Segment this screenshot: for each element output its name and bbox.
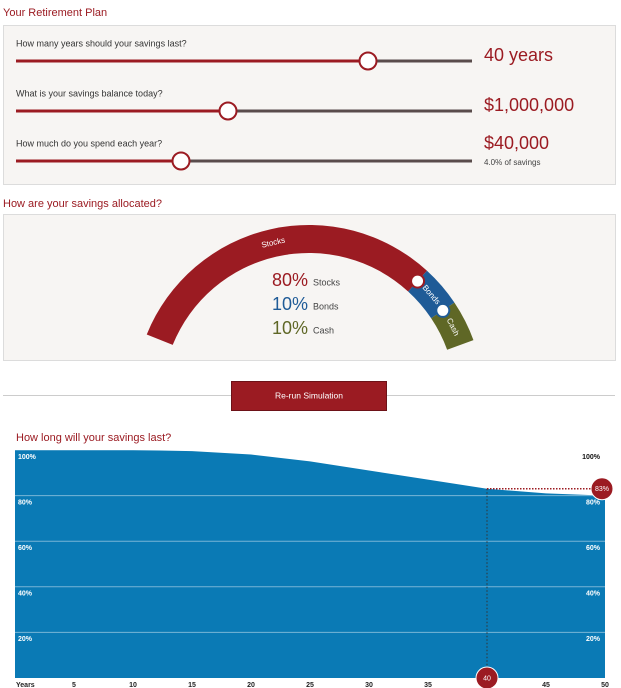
y-tick-label: 80% bbox=[586, 499, 601, 506]
x-tick-label: Years bbox=[16, 682, 35, 688]
plan-panel bbox=[3, 25, 616, 185]
allocation-percent: 10% bbox=[272, 318, 308, 338]
x-tick-label: 15 bbox=[188, 682, 196, 688]
highlight-x-label: 40 bbox=[483, 675, 491, 682]
y-tick-label: 80% bbox=[18, 499, 33, 506]
allocation-percent: 80% bbox=[272, 270, 308, 290]
gauge-segment bbox=[146, 224, 428, 345]
allocation-name: Bonds bbox=[313, 301, 339, 311]
slider-knob[interactable] bbox=[171, 151, 191, 171]
highlight-y-marker bbox=[590, 477, 614, 501]
y-tick-label: 20% bbox=[18, 636, 33, 643]
y-tick-label: 20% bbox=[586, 636, 601, 643]
rerun-button[interactable] bbox=[231, 381, 387, 411]
x-tick-label: 20 bbox=[247, 682, 255, 688]
allocation-name: Cash bbox=[313, 325, 334, 335]
slider-value: $1,000,000 bbox=[484, 95, 574, 115]
slider-question: How much do you spend each year? bbox=[16, 138, 162, 148]
y-tick-label: 40% bbox=[586, 591, 601, 598]
allocation-name: Stocks bbox=[313, 277, 341, 287]
y-tick-label: 60% bbox=[586, 545, 601, 552]
button-label[interactable]: Re-run Simulation bbox=[275, 390, 343, 400]
x-tick-label: 50 bbox=[601, 682, 609, 688]
slider-knob[interactable] bbox=[218, 101, 238, 121]
page-title: Your Retirement Plan bbox=[3, 7, 107, 19]
slider-question: How many years should your savings last? bbox=[16, 38, 187, 48]
y-tick-label: 60% bbox=[18, 545, 33, 552]
x-tick-label: 5 bbox=[72, 682, 76, 688]
slider-question: What is your savings balance today? bbox=[16, 88, 163, 98]
slider-value: $40,000 bbox=[484, 133, 549, 153]
allocation-handle[interactable] bbox=[410, 273, 426, 289]
x-tick-label: 10 bbox=[129, 682, 137, 688]
y-tick-label: 40% bbox=[18, 591, 33, 598]
y-tick-label: 100% bbox=[18, 454, 37, 461]
y-tick-label: 100% bbox=[582, 454, 601, 461]
savings-area bbox=[15, 450, 605, 678]
highlight-x-marker[interactable] bbox=[475, 666, 499, 688]
x-tick-label: 25 bbox=[306, 682, 314, 688]
allocation-percent: 10% bbox=[272, 294, 308, 314]
highlight-y-label: 83% bbox=[595, 486, 609, 493]
chart-title: How long will your savings last? bbox=[16, 432, 171, 444]
slider-knob[interactable] bbox=[358, 51, 378, 71]
slider-value: 40 years bbox=[484, 45, 553, 65]
slider-note: 4.0% of savings bbox=[484, 158, 540, 167]
x-tick-label: 45 bbox=[542, 682, 550, 688]
x-tick-label: 35 bbox=[424, 682, 432, 688]
section-title: How are your savings allocated? bbox=[3, 198, 162, 210]
x-tick-label: 30 bbox=[365, 682, 373, 688]
allocation-handle[interactable] bbox=[435, 302, 451, 318]
